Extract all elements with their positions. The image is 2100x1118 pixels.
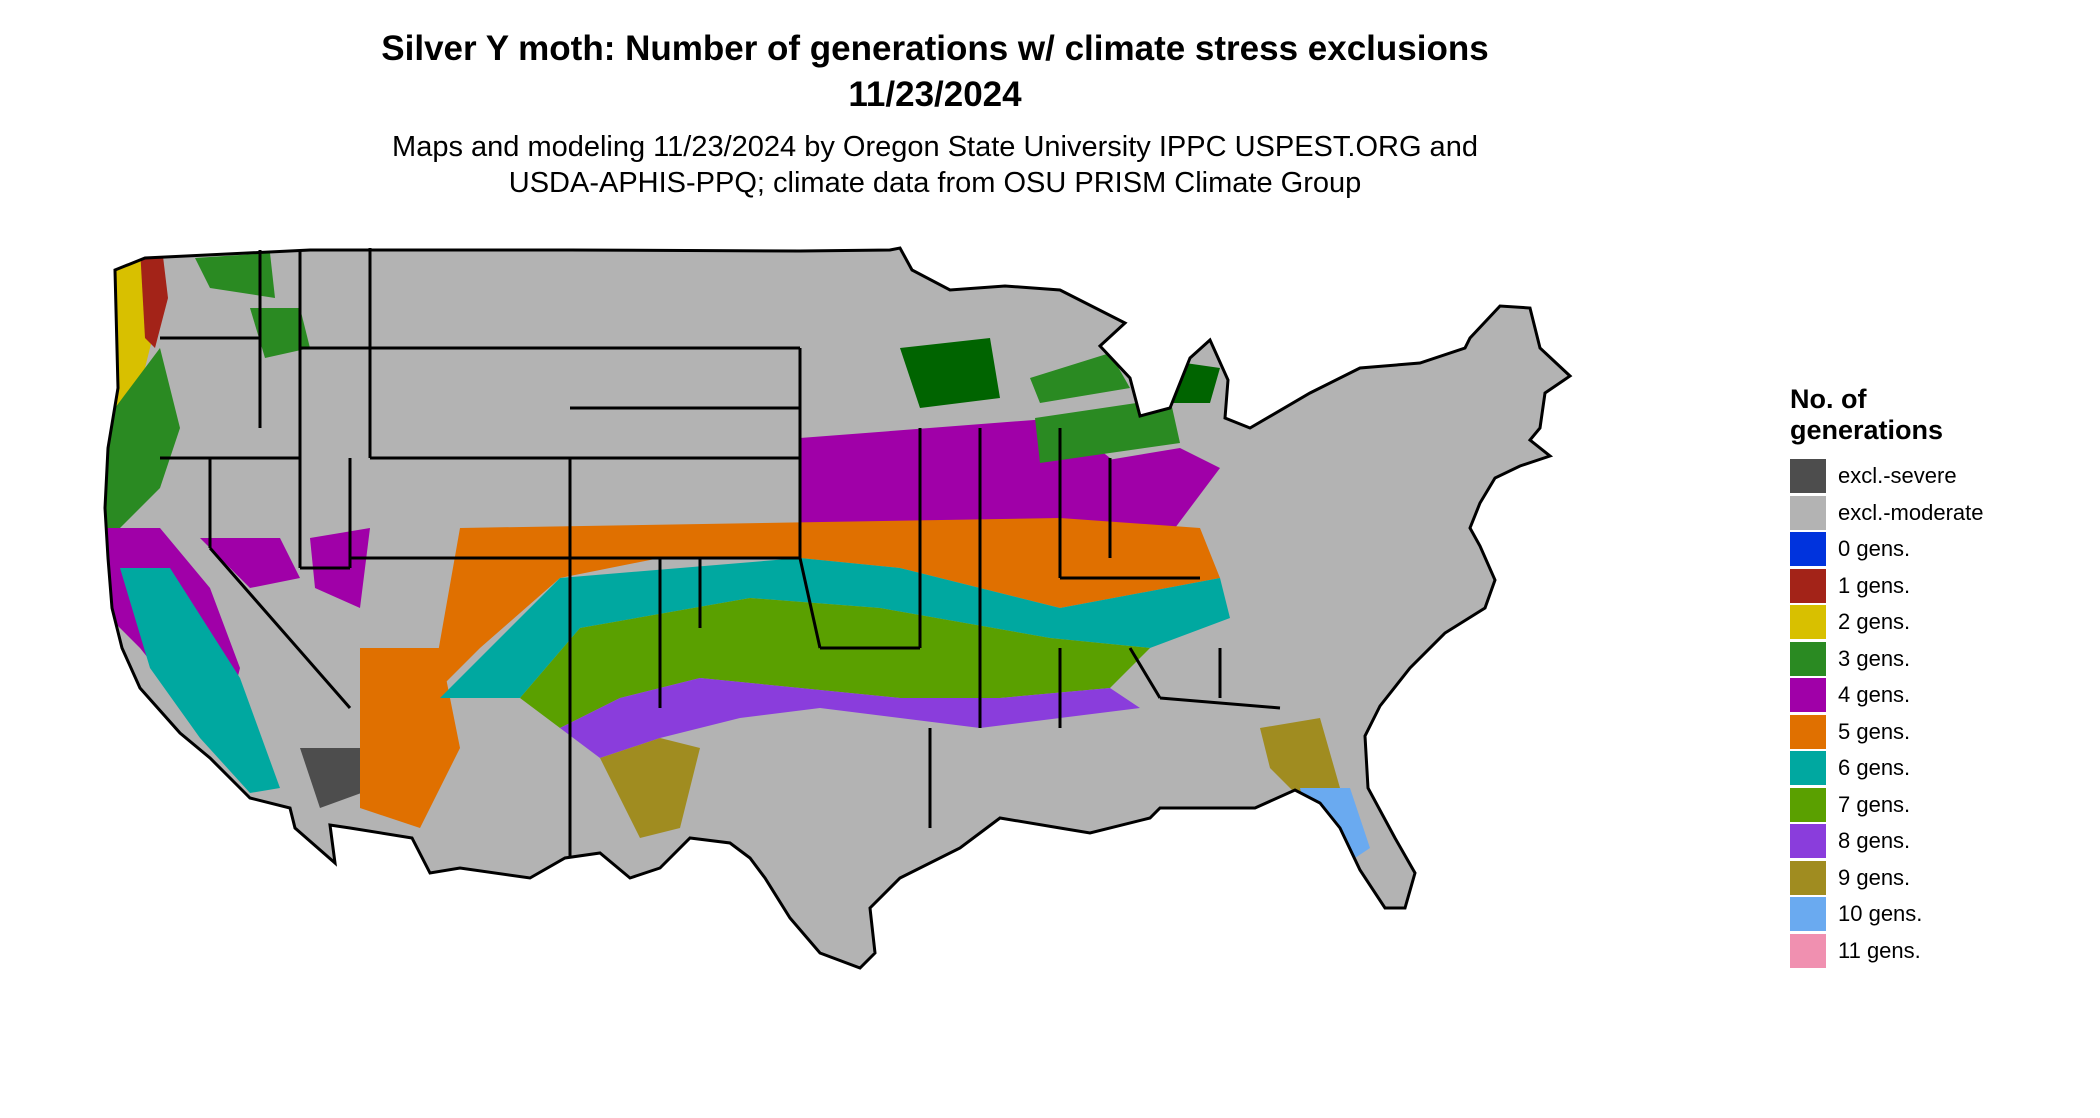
legend-items: excl.-severe excl.-moderate 0 gens. 1 gens.… (1790, 458, 2090, 969)
legend-swatch (1790, 532, 1826, 567)
legend-item: 11 gens. (1790, 933, 2090, 970)
legend-swatch (1790, 678, 1826, 713)
legend-item: 9 gens. (1790, 860, 2090, 897)
legend-label: 8 gens. (1838, 828, 1911, 854)
band-6-gens-california (120, 568, 280, 793)
legend-label: 9 gens. (1838, 864, 1911, 890)
legend-item: excl.-severe (1790, 458, 2090, 495)
legend-swatch (1790, 933, 1826, 968)
us-generations-map (103, 246, 1572, 970)
legend-label: 5 gens. (1838, 718, 1911, 744)
legend-label: 2 gens. (1838, 609, 1911, 635)
legend-item: 8 gens. (1790, 823, 2090, 860)
legend-swatch (1790, 897, 1826, 932)
legend-item: 7 gens. (1790, 787, 2090, 824)
state-boundaries (103, 246, 1572, 970)
band-9-gens-florida (1260, 718, 1340, 798)
legend-label: 1 gens. (1838, 572, 1911, 598)
band-3-gens-michigan (900, 338, 1000, 408)
legend-item: 6 gens. (1790, 750, 2090, 787)
legend-item: 5 gens. (1790, 714, 2090, 751)
band-3-gens-new-york (1030, 353, 1130, 403)
map-credit-line-2: USDA-APHIS-PPQ; climate data from OSU PR… (508, 167, 1362, 199)
legend-label: excl.-severe (1838, 463, 1957, 489)
band-4-gens-midwest (800, 418, 1110, 538)
legend-title-line-2: generations (1790, 415, 1944, 445)
map-date: 11/23/2024 (848, 75, 1022, 114)
excl-severe-arizona (300, 748, 375, 808)
band-4-gens-nevada (200, 538, 300, 588)
legend-label: excl.-moderate (1838, 499, 1984, 525)
band-8-gens-gulf-coast (560, 678, 1140, 758)
legend-label: 10 gens. (1838, 901, 1923, 927)
legend-label: 11 gens. (1838, 937, 1921, 963)
legend-label: 4 gens. (1838, 682, 1911, 708)
legend-swatch (1790, 641, 1826, 676)
legend-swatch (1790, 568, 1826, 603)
legend-swatch (1790, 605, 1826, 640)
legend-label: 6 gens. (1838, 755, 1911, 781)
band-1-gens-cascades (140, 248, 168, 348)
legend-item: 2 gens. (1790, 604, 2090, 641)
band-3-gens-idaho (195, 253, 275, 298)
legend-label: 7 gens. (1838, 791, 1911, 817)
legend-swatch (1790, 751, 1826, 786)
legend-item: 1 gens. (1790, 568, 2090, 605)
legend-title-line-1: No. of (1790, 384, 1867, 414)
legend-label: 0 gens. (1838, 536, 1911, 562)
band-5-gens-south (430, 518, 1220, 698)
legend: No. of generations excl.-severe excl.-mod… (1790, 384, 2090, 969)
map-title: Silver Y moth: Number of generations w/ … (381, 29, 1489, 68)
band-3-gens-oregon-east (250, 308, 310, 358)
legend-label: 3 gens. (1838, 645, 1911, 671)
band-7-gens-gulf (520, 598, 1150, 728)
band-9-gens-south-texas (600, 738, 700, 838)
legend-item: 3 gens. (1790, 641, 2090, 678)
legend-item: excl.-moderate (1790, 495, 2090, 532)
legend-item: 10 gens. (1790, 896, 2090, 933)
map-credit-line-1: Maps and modeling 11/23/2024 by Oregon S… (392, 131, 1478, 163)
legend-swatch (1790, 860, 1826, 895)
legend-swatch (1790, 495, 1826, 530)
band-6-gens-south (440, 558, 1230, 698)
legend-swatch (1790, 787, 1826, 822)
legend-swatch (1790, 824, 1826, 859)
legend-item: 4 gens. (1790, 677, 2090, 714)
legend-swatch (1790, 714, 1826, 749)
legend-swatch (1790, 459, 1826, 494)
legend-item: 0 gens. (1790, 531, 2090, 568)
band-3-gens-northwest (105, 348, 180, 528)
